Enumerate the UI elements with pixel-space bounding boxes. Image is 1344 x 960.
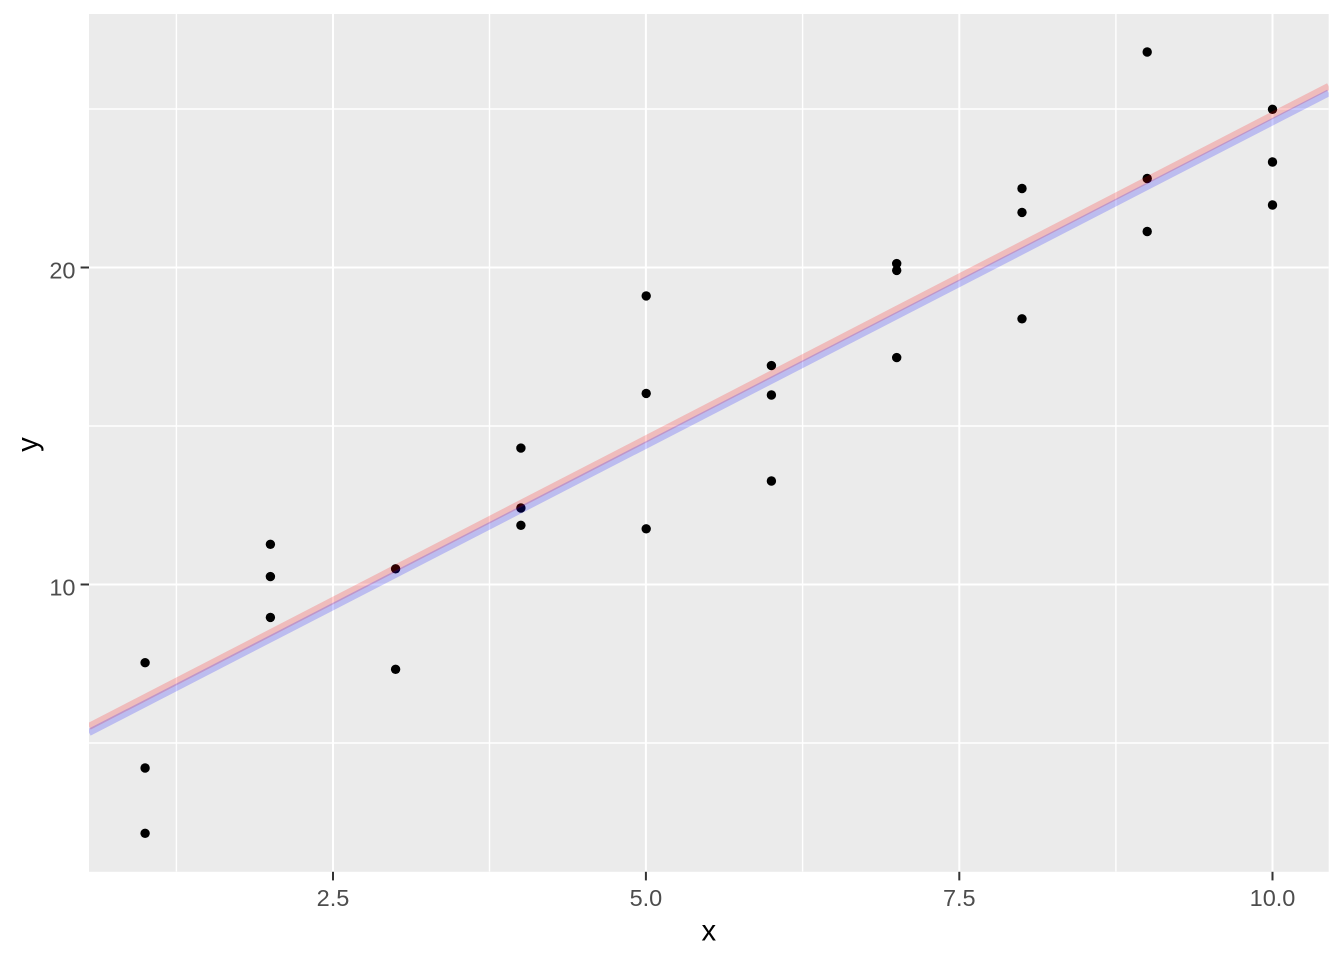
svg-text:10.0: 10.0 — [1250, 885, 1296, 911]
svg-text:10: 10 — [49, 574, 75, 600]
svg-text:7.5: 7.5 — [943, 885, 976, 911]
svg-text:5.0: 5.0 — [630, 885, 663, 911]
svg-text:20: 20 — [49, 257, 75, 283]
svg-text:y: y — [11, 437, 44, 452]
svg-text:2.5: 2.5 — [317, 885, 350, 911]
svg-text:x: x — [701, 914, 716, 947]
